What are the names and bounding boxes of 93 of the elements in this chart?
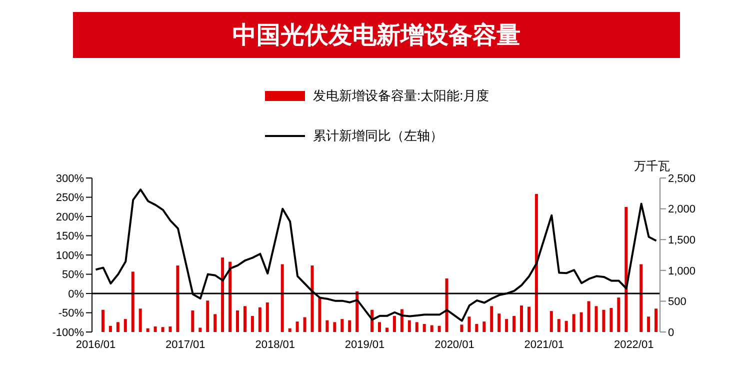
bar [617, 298, 620, 332]
x-tick-label: 2016/01 [76, 338, 116, 351]
x-tick-label: 2020/01 [434, 338, 474, 351]
bar [490, 306, 494, 332]
bar [385, 328, 388, 332]
y-tick-label: 250% [56, 192, 84, 204]
bar [550, 311, 553, 332]
bar [587, 301, 590, 332]
bar [154, 326, 157, 332]
bar [534, 194, 538, 332]
bar [415, 322, 418, 332]
bar [206, 300, 210, 332]
bar [228, 262, 232, 332]
bar [594, 306, 598, 332]
x-tick-label: 2017/01 [166, 338, 206, 351]
bar [258, 307, 262, 332]
bar [580, 312, 583, 332]
bar [482, 322, 486, 332]
bar [445, 278, 448, 332]
bar [520, 306, 523, 332]
bar [392, 316, 396, 332]
y2-tick-label: 1,500 [668, 234, 696, 247]
bar [498, 314, 501, 332]
bar [527, 306, 530, 332]
bar [348, 320, 352, 332]
bar [468, 316, 471, 332]
bar [116, 322, 120, 332]
bar [214, 314, 217, 332]
y2-axis-title: 万千瓦 [634, 159, 670, 173]
bar [310, 265, 314, 332]
y-tick-label: 300% [56, 172, 84, 185]
bar [610, 308, 613, 332]
bar [647, 316, 650, 332]
bar [512, 316, 516, 332]
bar [138, 308, 142, 332]
y-tick-label: 100% [56, 250, 84, 262]
x-tick-label: 2019/01 [344, 338, 385, 351]
y2-tick-label: 0 [668, 326, 674, 339]
bar [430, 325, 434, 332]
bar [564, 320, 568, 332]
y-tick-label: 200% [56, 211, 84, 224]
bar [624, 206, 628, 332]
legend-label: 累计新增同比（左轴） [313, 127, 443, 145]
bar [326, 320, 329, 332]
bar [146, 328, 150, 332]
y2-tick-label: 1,000 [668, 265, 696, 278]
y-tick-label: 50% [62, 269, 84, 282]
bar [250, 316, 254, 332]
bar [602, 310, 606, 332]
bar [236, 310, 239, 332]
bar [378, 322, 381, 332]
y-tick-label: -50% [58, 308, 84, 320]
y-tick-label: 0% [68, 288, 84, 300]
y2-tick-label: 500 [668, 296, 686, 308]
bar [422, 324, 426, 332]
bar [168, 326, 172, 332]
x-tick-label: 2022/01 [614, 338, 654, 351]
bar [176, 265, 180, 332]
bar [191, 310, 194, 332]
bar [333, 322, 336, 332]
bar [408, 320, 411, 332]
x-tick-label: 2018/01 [255, 338, 295, 351]
bar [288, 328, 292, 332]
bar [280, 264, 284, 332]
y2-tick-label: 2,500 [668, 172, 696, 185]
bar [654, 308, 658, 332]
bar [266, 302, 269, 332]
bar [198, 328, 202, 332]
bar [243, 306, 246, 332]
chart-title: 中国光伏发电新增设备容量 [73, 12, 680, 58]
bar [296, 322, 299, 332]
bar [131, 272, 134, 332]
bar [572, 314, 576, 332]
bar [557, 319, 560, 332]
bar [640, 264, 643, 332]
bar [161, 327, 164, 332]
line-series [94, 188, 658, 322]
bar [101, 310, 104, 332]
legend-label: 发电新增设备容量:太阳能:月度 [313, 87, 490, 105]
bar [438, 326, 441, 332]
bar [475, 324, 478, 332]
y-tick-label: 150% [56, 230, 84, 243]
bar [318, 296, 322, 332]
bar [221, 257, 224, 332]
bar [460, 324, 464, 332]
y-tick-label: -100% [52, 326, 84, 339]
bar [303, 317, 306, 332]
x-tick-label: 2021/01 [524, 338, 564, 351]
bar [340, 319, 344, 332]
bar [124, 319, 127, 332]
bar [108, 326, 112, 332]
y2-tick-label: 2,000 [668, 204, 696, 216]
bar [505, 319, 508, 332]
